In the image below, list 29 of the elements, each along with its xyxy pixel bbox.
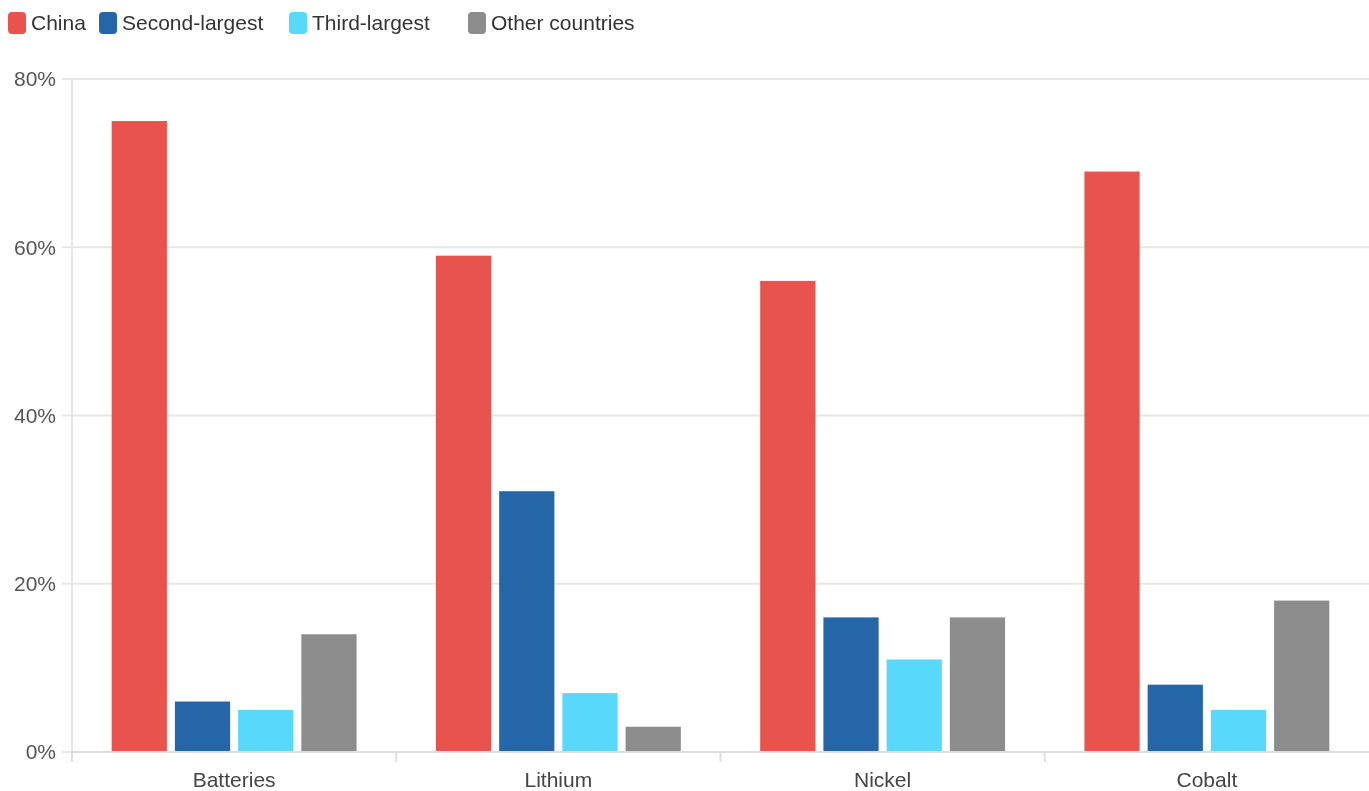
x-tick-label: Batteries xyxy=(192,768,276,791)
legend-label: China xyxy=(31,11,87,35)
bar xyxy=(301,634,357,752)
bar xyxy=(499,491,555,752)
bar xyxy=(625,726,681,752)
y-tick-label: 80% xyxy=(13,67,56,91)
y-tick-label: 20% xyxy=(13,572,56,596)
y-tick-label: 60% xyxy=(13,235,56,259)
legend-label: Third-largest xyxy=(312,11,431,35)
legend-label: Second-largest xyxy=(122,11,264,35)
bar xyxy=(1147,684,1203,752)
bar xyxy=(435,255,492,752)
x-tick-label: Cobalt xyxy=(1176,768,1238,791)
bar xyxy=(886,659,942,752)
x-tick-label: Lithium xyxy=(524,768,593,791)
bar xyxy=(562,693,618,752)
y-tick-label: 40% xyxy=(13,403,56,427)
bar xyxy=(1274,600,1330,752)
legend-label: Other countries xyxy=(491,11,635,35)
y-tick-label: 0% xyxy=(25,740,56,764)
bar xyxy=(238,709,294,752)
x-tick-label: Nickel xyxy=(854,768,912,791)
bar xyxy=(111,121,167,752)
bar xyxy=(1084,171,1140,752)
bar xyxy=(174,701,231,752)
bar xyxy=(760,280,816,752)
bar xyxy=(949,617,1006,752)
bar xyxy=(1210,709,1267,752)
bar xyxy=(823,617,879,752)
